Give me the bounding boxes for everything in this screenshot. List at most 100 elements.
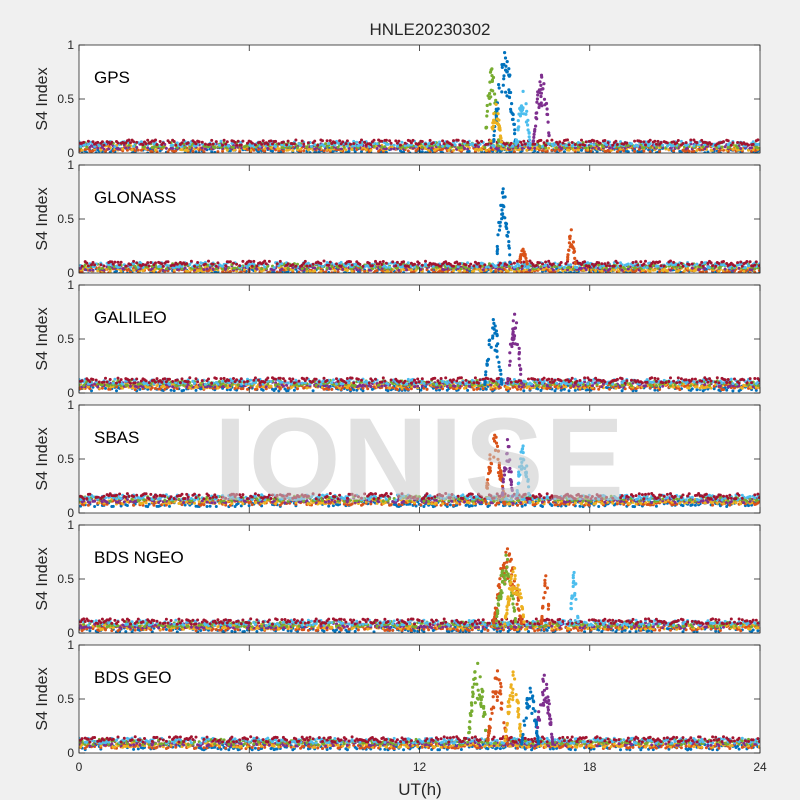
baseline-point [598, 141, 602, 145]
baseline-point [669, 259, 672, 263]
baseline-point [302, 261, 306, 265]
panel-points [79, 51, 760, 153]
baseline-point [238, 149, 242, 153]
baseline-point [269, 384, 273, 388]
baseline-point [333, 268, 337, 272]
baseline-point [756, 138, 760, 142]
baseline-point [639, 140, 643, 144]
baseline-point [321, 264, 324, 268]
baseline-point [397, 268, 401, 272]
baseline-point [425, 268, 429, 272]
baseline-point [296, 262, 299, 266]
baseline-point [154, 261, 157, 265]
baseline-point [241, 387, 245, 391]
baseline-point [370, 267, 374, 271]
baseline-point [406, 261, 410, 265]
baseline-point [433, 270, 437, 273]
baseline-point [570, 141, 574, 144]
baseline-point [191, 149, 195, 153]
baseline-point [659, 264, 663, 268]
baseline-point [113, 145, 117, 149]
baseline-point [562, 150, 566, 153]
baseline-point [96, 140, 100, 144]
burst-point [566, 253, 570, 257]
burst-point [494, 98, 498, 102]
baseline-point [704, 270, 708, 273]
baseline-point [481, 268, 485, 272]
baseline-point [669, 268, 672, 272]
burst-point [546, 120, 550, 124]
baseline-point [339, 264, 343, 268]
burst-point [502, 77, 506, 81]
baseline-point [745, 260, 749, 263]
baseline-point [277, 142, 281, 146]
burst-point [532, 135, 536, 139]
baseline-point [238, 264, 242, 268]
baseline-point [676, 263, 680, 267]
baseline-point [489, 264, 493, 268]
baseline-point [522, 260, 526, 264]
baseline-point [149, 261, 153, 264]
baseline-point [458, 270, 462, 273]
baseline-point [330, 387, 334, 391]
burst-point [505, 226, 509, 231]
baseline-point [703, 151, 707, 153]
baseline-point [218, 143, 221, 147]
baseline-point [403, 141, 407, 145]
baseline-point [100, 386, 104, 390]
baseline-point [564, 262, 568, 266]
baseline-point [517, 264, 521, 268]
baseline-point [472, 269, 476, 273]
baseline-point [166, 150, 170, 153]
baseline-point [271, 142, 274, 146]
baseline-point [502, 147, 505, 151]
baseline-point [500, 265, 504, 269]
baseline-point [466, 140, 470, 144]
baseline-point [350, 263, 354, 267]
baseline-point [537, 261, 541, 265]
baseline-point [587, 264, 591, 268]
burst-point [568, 237, 572, 241]
baseline-point [235, 143, 239, 147]
burst-point [533, 129, 537, 133]
baseline-point [384, 261, 388, 265]
baseline-point [141, 263, 145, 266]
baseline-point [739, 147, 743, 150]
baseline-point [85, 145, 89, 149]
baseline-point [247, 263, 251, 267]
baseline-point [737, 266, 741, 270]
baseline-point [172, 140, 176, 143]
baseline-point [522, 139, 526, 143]
baseline-point [689, 142, 693, 146]
baseline-point [85, 261, 89, 265]
baseline-point [720, 145, 724, 149]
baseline-point [86, 142, 90, 146]
baseline-point [453, 143, 457, 147]
baseline-point [85, 151, 89, 153]
baseline-point [477, 387, 480, 390]
baseline-point [681, 264, 685, 268]
baseline-point [489, 141, 493, 145]
baseline-point [631, 261, 635, 264]
baseline-point [86, 264, 90, 268]
baseline-point [392, 143, 396, 147]
baseline-point [386, 389, 390, 393]
baseline-point [107, 147, 111, 151]
baseline-point [389, 147, 393, 151]
baseline-point [653, 388, 657, 392]
baseline-point [484, 265, 488, 269]
baseline-point [475, 265, 479, 269]
baseline-point [269, 139, 273, 143]
baseline-point [311, 262, 315, 266]
baseline-point [672, 149, 676, 153]
baseline-point [286, 262, 290, 266]
baseline-point [350, 144, 354, 148]
baseline-point [157, 267, 161, 271]
baseline-point [367, 261, 371, 265]
baseline-point [119, 270, 123, 273]
burst-point [524, 256, 528, 260]
baseline-point [438, 140, 441, 144]
baseline-point [182, 388, 186, 392]
baseline-point [115, 269, 118, 273]
baseline-point [296, 146, 299, 150]
